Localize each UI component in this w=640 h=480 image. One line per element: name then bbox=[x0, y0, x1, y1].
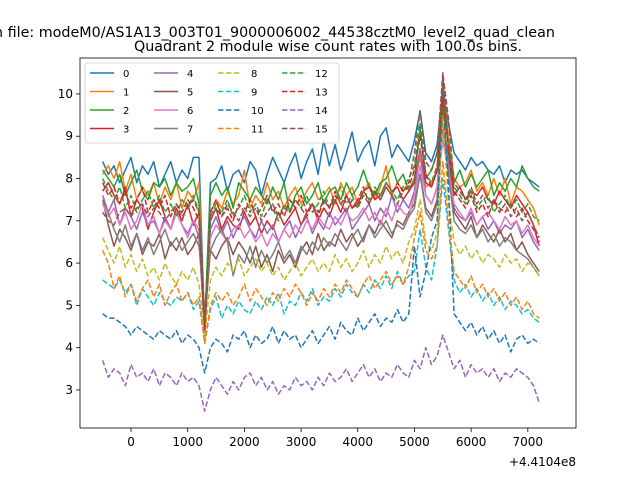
legend-label-1: 1 bbox=[123, 88, 129, 99]
legend-label-15: 15 bbox=[315, 125, 328, 136]
series-line-13 bbox=[102, 97, 540, 332]
x-tick-label: 4000 bbox=[342, 435, 373, 449]
series-line-2 bbox=[102, 110, 540, 324]
series-line-6 bbox=[102, 139, 540, 319]
y-tick-label: 10 bbox=[58, 87, 73, 101]
legend-label-6: 6 bbox=[187, 106, 193, 117]
figure-suptitle: n file: modeM0/AS1A13_003T01_9000006002_… bbox=[0, 25, 555, 41]
plot-area: 0 1000 2000 3000 4000 5000 6000 7000 345678910 … bbox=[58, 57, 577, 469]
x-tick-label: 3000 bbox=[286, 435, 317, 449]
x-tick-label: 2000 bbox=[229, 435, 260, 449]
x-tick-label: 7000 bbox=[513, 435, 544, 449]
series-line-8 bbox=[102, 114, 540, 336]
series-line-14 bbox=[101, 334, 540, 412]
legend-label-12: 12 bbox=[315, 69, 328, 80]
legend-label-9: 9 bbox=[251, 88, 257, 99]
series-layer bbox=[101, 72, 540, 412]
series-line-5 bbox=[101, 76, 540, 324]
x-tick-label: 1000 bbox=[172, 435, 203, 449]
legend-label-13: 13 bbox=[315, 88, 328, 99]
legend-label-11: 11 bbox=[251, 125, 264, 136]
legend-label-14: 14 bbox=[315, 106, 328, 117]
y-tick-label: 7 bbox=[65, 214, 73, 228]
legend-label-5: 5 bbox=[187, 88, 193, 99]
series-line-7 bbox=[102, 127, 540, 311]
chart-title: Quadrant 2 module wise count rates with … bbox=[134, 39, 522, 55]
series-line-15 bbox=[102, 72, 540, 319]
legend-label-4: 4 bbox=[187, 69, 193, 80]
y-axis: 3 4 5 6 7 8 9 10 bbox=[58, 87, 80, 397]
y-tick-label: 8 bbox=[65, 172, 73, 186]
legend-label-10: 10 bbox=[251, 106, 264, 117]
series-line-0 bbox=[102, 88, 540, 332]
series-line-11 bbox=[102, 160, 540, 345]
legend-label-7: 7 bbox=[187, 125, 193, 136]
y-tick-label: 3 bbox=[65, 383, 73, 397]
legend-label-8: 8 bbox=[251, 69, 257, 80]
x-tick-label: 0 bbox=[127, 435, 135, 449]
y-tick-label: 5 bbox=[65, 298, 73, 312]
x-tick-label: 6000 bbox=[456, 435, 487, 449]
y-tick-label: 6 bbox=[65, 256, 73, 270]
legend-label-0: 0 bbox=[123, 69, 129, 80]
x-offset-label: +4.4104e8 bbox=[509, 455, 576, 469]
y-tick-label: 9 bbox=[65, 129, 73, 143]
legend-frame bbox=[84, 62, 340, 144]
y-tick-label: 4 bbox=[65, 341, 73, 355]
series-line-10 bbox=[102, 93, 540, 374]
series-line-12 bbox=[102, 101, 540, 328]
x-tick-label: 5000 bbox=[399, 435, 430, 449]
legend-label-3: 3 bbox=[123, 125, 129, 136]
axes-frame bbox=[79, 57, 577, 429]
x-axis: 0 1000 2000 3000 4000 5000 6000 7000 bbox=[127, 428, 543, 449]
legend-label-2: 2 bbox=[123, 106, 129, 117]
